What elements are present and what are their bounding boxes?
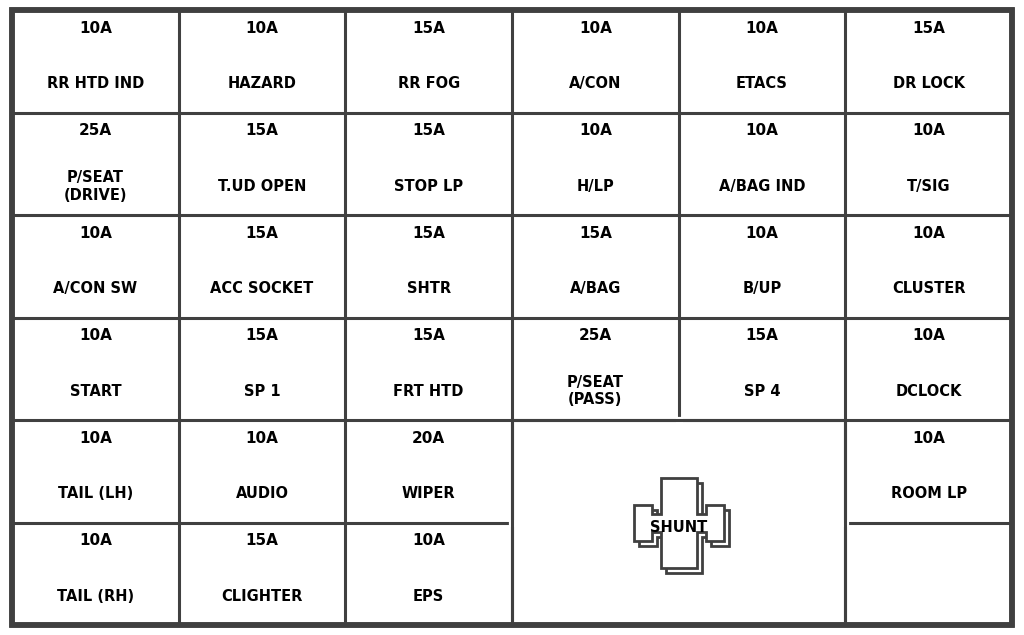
Text: SP 1: SP 1 — [244, 384, 281, 399]
Text: 10A: 10A — [246, 21, 279, 36]
Text: 10A: 10A — [79, 533, 112, 549]
Text: STOP LP: STOP LP — [394, 179, 463, 194]
Text: 10A: 10A — [912, 431, 945, 446]
Text: CLIGHTER: CLIGHTER — [221, 589, 303, 604]
Text: T.UD OPEN: T.UD OPEN — [218, 179, 306, 194]
Text: ACC SOCKET: ACC SOCKET — [210, 281, 313, 297]
Text: 15A: 15A — [246, 533, 279, 549]
Text: 25A: 25A — [579, 328, 612, 344]
Text: 15A: 15A — [413, 328, 445, 344]
Text: ROOM LP: ROOM LP — [891, 486, 967, 501]
Text: B/UP: B/UP — [742, 281, 781, 297]
Text: 10A: 10A — [745, 226, 778, 241]
Polygon shape — [639, 483, 729, 573]
Text: A/CON: A/CON — [569, 76, 622, 91]
Text: 10A: 10A — [579, 21, 611, 36]
Text: 10A: 10A — [745, 123, 778, 138]
Text: START: START — [70, 384, 121, 399]
Text: 10A: 10A — [413, 533, 445, 549]
Text: 15A: 15A — [413, 123, 445, 138]
Text: AUDIO: AUDIO — [236, 486, 289, 501]
Text: 10A: 10A — [912, 226, 945, 241]
Text: EPS: EPS — [413, 589, 444, 604]
Text: 10A: 10A — [79, 328, 112, 344]
Text: 15A: 15A — [246, 226, 279, 241]
Text: 15A: 15A — [413, 226, 445, 241]
Text: P/SEAT
(DRIVE): P/SEAT (DRIVE) — [63, 170, 127, 203]
Text: 10A: 10A — [246, 431, 279, 446]
Text: SHUNT: SHUNT — [650, 520, 708, 535]
Text: H/LP: H/LP — [577, 179, 614, 194]
Text: RR FOG: RR FOG — [397, 76, 460, 91]
Text: 10A: 10A — [579, 123, 611, 138]
Text: FRT HTD: FRT HTD — [393, 384, 464, 399]
Text: 10A: 10A — [79, 226, 112, 241]
Text: 15A: 15A — [579, 226, 611, 241]
Text: 15A: 15A — [413, 21, 445, 36]
Text: HAZARD: HAZARD — [227, 76, 296, 91]
Text: ETACS: ETACS — [736, 76, 787, 91]
Text: 25A: 25A — [79, 123, 112, 138]
Text: DR LOCK: DR LOCK — [893, 76, 965, 91]
Text: SP 4: SP 4 — [743, 384, 780, 399]
Text: 15A: 15A — [246, 328, 279, 344]
Text: 10A: 10A — [912, 328, 945, 344]
Text: SHTR: SHTR — [407, 281, 451, 297]
Text: A/BAG IND: A/BAG IND — [719, 179, 805, 194]
Text: DCLOCK: DCLOCK — [895, 384, 962, 399]
Text: 10A: 10A — [79, 21, 112, 36]
Polygon shape — [634, 478, 724, 568]
Text: 10A: 10A — [912, 123, 945, 138]
Text: T/SIG: T/SIG — [907, 179, 950, 194]
Text: 15A: 15A — [246, 123, 279, 138]
Text: WIPER: WIPER — [401, 486, 456, 501]
Text: 10A: 10A — [79, 431, 112, 446]
Text: 15A: 15A — [912, 21, 945, 36]
Text: TAIL (LH): TAIL (LH) — [57, 486, 133, 501]
Text: 20A: 20A — [412, 431, 445, 446]
Text: TAIL (RH): TAIL (RH) — [56, 589, 134, 604]
Text: 10A: 10A — [745, 21, 778, 36]
Text: P/SEAT
(PASS): P/SEAT (PASS) — [567, 375, 624, 408]
Text: 15A: 15A — [745, 328, 778, 344]
Text: CLUSTER: CLUSTER — [892, 281, 966, 297]
Text: RR HTD IND: RR HTD IND — [47, 76, 144, 91]
Text: A/BAG: A/BAG — [569, 281, 621, 297]
Text: A/CON SW: A/CON SW — [53, 281, 137, 297]
